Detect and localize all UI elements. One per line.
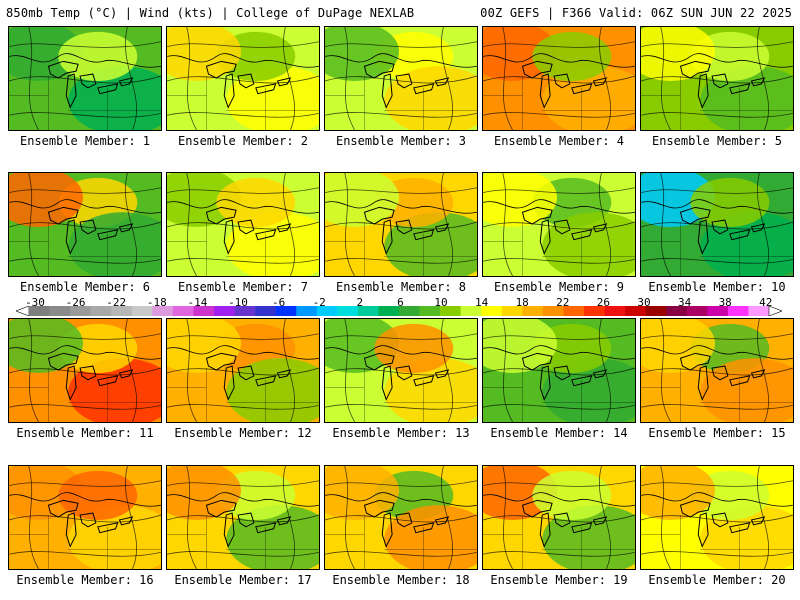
member-label: Ensemble Member: 15 — [648, 426, 786, 440]
member-map-13 — [324, 318, 478, 423]
colorbar-tick-label: 34 — [677, 296, 692, 309]
member-map-12 — [166, 318, 320, 423]
member-label: Ensemble Member: 9 — [493, 280, 625, 294]
member-label: Ensemble Member: 1 — [19, 134, 151, 148]
member-map-16 — [8, 465, 162, 570]
member-label: Ensemble Member: 16 — [16, 573, 154, 587]
member-label: Ensemble Member: 7 — [177, 280, 309, 294]
colorbar-tick-label: -6 — [271, 296, 286, 309]
member-map-10 — [640, 172, 794, 277]
colorbar-tick-label: -30 — [25, 296, 45, 309]
member-label: Ensemble Member: 8 — [335, 280, 467, 294]
member-label: Ensemble Member: 17 — [174, 573, 312, 587]
colorbar-tick-label: -26 — [65, 296, 86, 309]
member-map-2 — [166, 26, 320, 131]
member-label: Ensemble Member: 6 — [19, 280, 151, 294]
colorbar-tick-label: 14 — [474, 296, 489, 309]
colorbar-tick-label: 10 — [434, 296, 448, 309]
member-label: Ensemble Member: 4 — [493, 134, 625, 148]
member-label: Ensemble Member: 11 — [16, 426, 154, 440]
member-map-14 — [482, 318, 636, 423]
member-map-11 — [8, 318, 162, 423]
colorbar-tick-label: 18 — [515, 296, 529, 309]
model-run-info: 00Z GEFS | F366 Valid: 06Z SUN JUN 22 20… — [480, 6, 792, 20]
colorbar-tick-label: 42 — [759, 296, 773, 309]
member-map-1 — [8, 26, 162, 131]
colorbar-tick-label: -18 — [146, 296, 167, 309]
member-label: Ensemble Member: 19 — [490, 573, 628, 587]
colorbar-tick-label: 30 — [637, 296, 651, 309]
temperature-colorbar — [16, 306, 782, 316]
chart-title: 850mb Temp (°C) | Wind (kts) | College o… — [6, 6, 415, 20]
member-map-8 — [324, 172, 478, 277]
member-map-7 — [166, 172, 320, 277]
member-map-19 — [482, 465, 636, 570]
colorbar-tick-label: 38 — [718, 296, 732, 309]
member-label: Ensemble Member: 18 — [332, 573, 470, 587]
member-map-5 — [640, 26, 794, 131]
member-map-17 — [166, 465, 320, 570]
colorbar-tick-label: -14 — [187, 296, 208, 309]
colorbar-tick-label: 22 — [556, 296, 570, 309]
member-map-4 — [482, 26, 636, 131]
member-label: Ensemble Member: 2 — [177, 134, 309, 148]
member-label: Ensemble Member: 5 — [651, 134, 783, 148]
colorbar-tick-label: -22 — [106, 296, 127, 309]
member-map-15 — [640, 318, 794, 423]
member-map-3 — [324, 26, 478, 131]
colorbar-tick-label: -2 — [312, 296, 326, 309]
member-label: Ensemble Member: 14 — [490, 426, 628, 440]
colorbar-tick-label: 2 — [356, 296, 364, 309]
member-label: Ensemble Member: 10 — [648, 280, 786, 294]
colorbar-tick-label: -10 — [228, 296, 248, 309]
member-map-18 — [324, 465, 478, 570]
colorbar-tick-label: 6 — [397, 296, 404, 309]
member-label: Ensemble Member: 12 — [174, 426, 312, 440]
member-map-6 — [8, 172, 162, 277]
member-label: Ensemble Member: 13 — [332, 426, 470, 440]
member-map-20 — [640, 465, 794, 570]
member-label: Ensemble Member: 3 — [335, 134, 467, 148]
member-map-9 — [482, 172, 636, 277]
colorbar-tick-label: 26 — [596, 296, 611, 309]
member-label: Ensemble Member: 20 — [648, 573, 786, 587]
